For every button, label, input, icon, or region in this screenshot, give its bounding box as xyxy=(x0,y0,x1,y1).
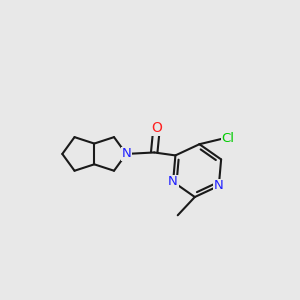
Text: Cl: Cl xyxy=(221,132,235,146)
Text: O: O xyxy=(151,121,162,135)
Text: N: N xyxy=(122,147,131,161)
Text: N: N xyxy=(168,175,178,188)
Text: N: N xyxy=(214,179,224,192)
